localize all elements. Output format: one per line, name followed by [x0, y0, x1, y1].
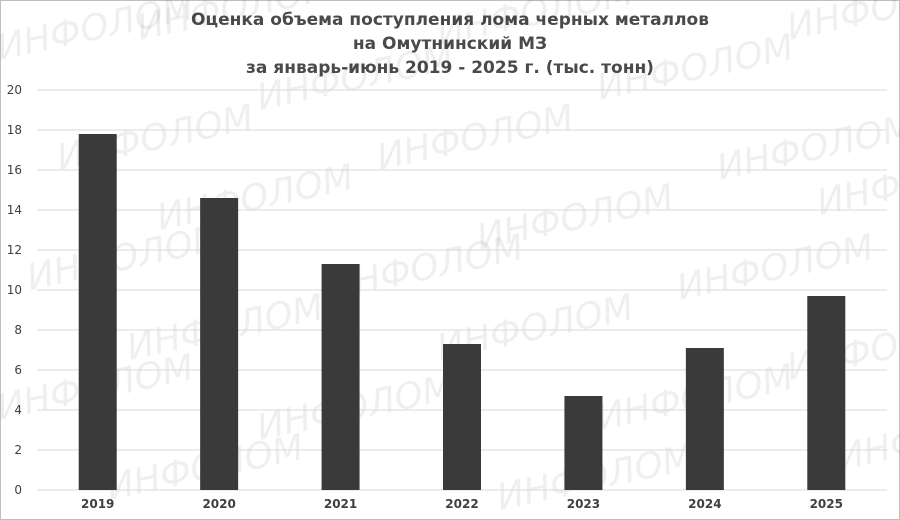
chart-title-line-1: Оценка объема поступления лома черных ме… [191, 10, 709, 30]
y-axis-ticks: 0 2 4 6 8 10 12 14 16 18 20 [7, 83, 22, 497]
watermark-text: ИНФОЛОМ [593, 27, 797, 109]
bar-2021 [321, 264, 360, 490]
x-tick-label: 2023 [567, 497, 600, 511]
y-tick-label: 16 [7, 163, 22, 177]
x-tick-label: 2024 [688, 497, 721, 511]
x-tick-label: 2020 [202, 497, 235, 511]
x-tick-label: 2022 [445, 497, 478, 511]
bars [78, 134, 846, 490]
x-tick-label: 2019 [81, 497, 114, 511]
chart-title-line-3: за январь-июнь 2019 - 2025 г. (тыс. тонн… [246, 58, 654, 78]
watermark-text: ИНФОЛОМ [253, 37, 457, 119]
y-tick-label: 4 [14, 403, 22, 417]
y-tick-label: 0 [14, 483, 22, 497]
watermark-text: ИНФОЛОМ [783, 0, 900, 49]
x-axis-ticks: 2019 2020 2021 2022 2023 2024 2025 [81, 497, 843, 511]
y-tick-label: 12 [7, 243, 22, 257]
watermark-text: ИНФОЛОМ [373, 97, 577, 179]
chart-title: Оценка объема поступления лома черных ме… [0, 8, 900, 80]
watermark-text: ИНФОЛОМ [23, 217, 227, 299]
y-tick-label: 20 [7, 83, 22, 97]
grid-lines [37, 89, 887, 491]
watermark-text: ИНФОЛОМ [433, 0, 637, 54]
bar-2024 [685, 348, 724, 490]
y-tick-label: 18 [7, 123, 22, 137]
y-tick-label: 14 [7, 203, 22, 217]
watermark-text: ИНФОЛОМ [673, 227, 877, 309]
x-tick-label: 2021 [324, 497, 357, 511]
bar-2019 [78, 134, 117, 490]
bar-2023 [564, 396, 603, 490]
y-tick-label: 6 [14, 363, 22, 377]
y-tick-label: 2 [14, 443, 22, 457]
y-tick-label: 10 [7, 283, 22, 297]
bar-2025 [807, 296, 846, 490]
bar-2020 [200, 198, 239, 490]
y-tick-label: 8 [14, 323, 22, 337]
x-tick-label: 2025 [810, 497, 843, 511]
bar-2022 [443, 344, 481, 490]
chart-title-line-2: на Омутнинский МЗ [352, 34, 548, 54]
